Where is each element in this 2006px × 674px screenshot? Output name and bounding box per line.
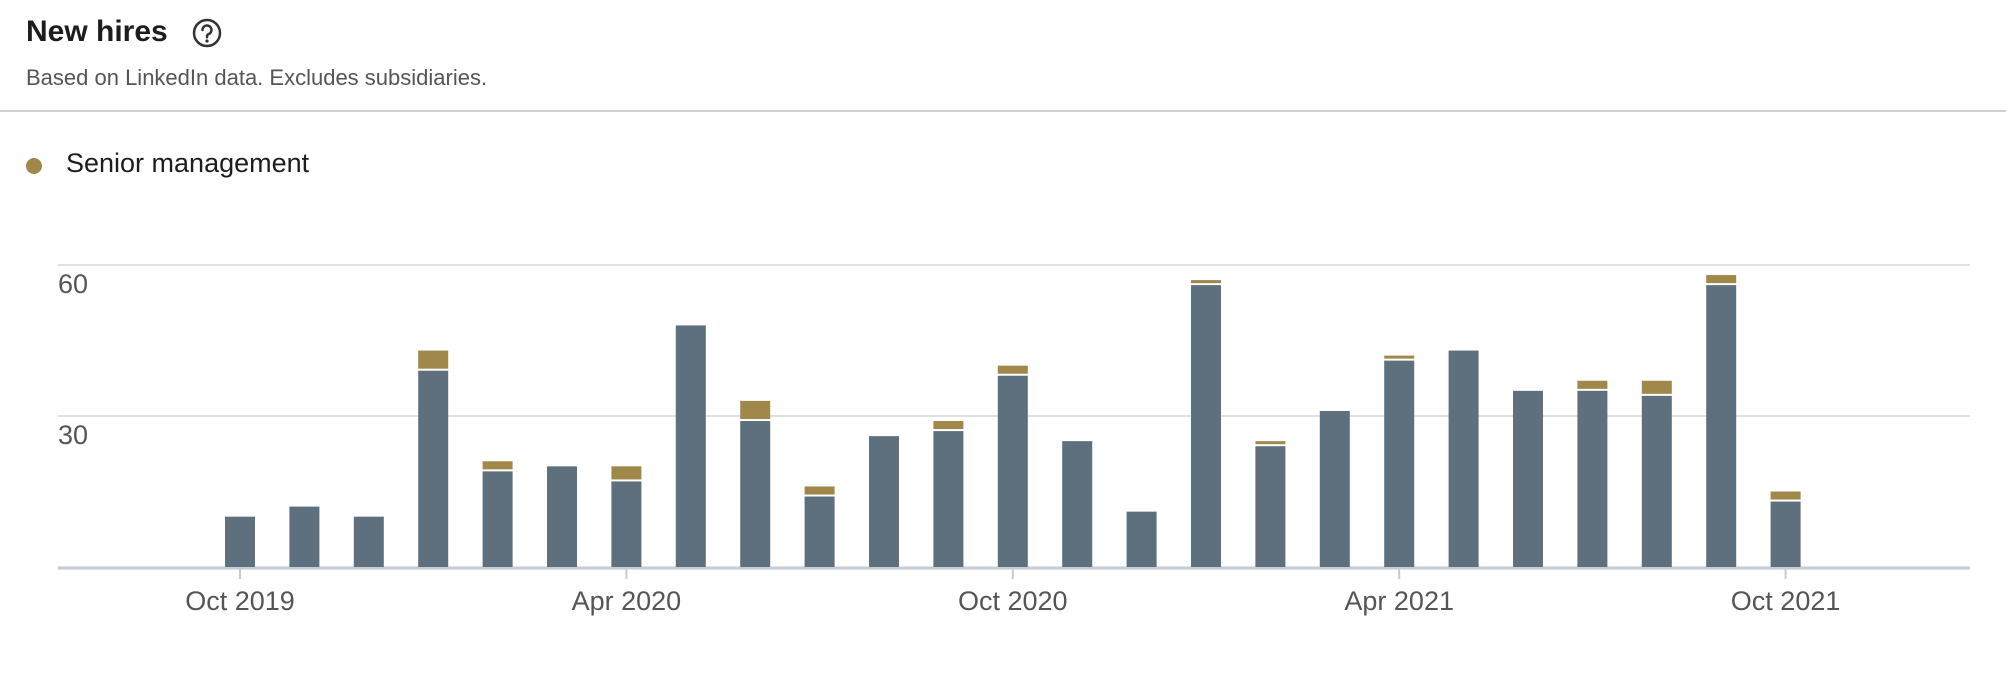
legend-swatch (26, 158, 42, 174)
bar (1448, 350, 1479, 567)
bar (1384, 355, 1415, 359)
chart-subtitle: Based on LinkedIn data. Excludes subsidi… (26, 65, 487, 90)
bar (997, 365, 1028, 374)
bar (1126, 511, 1157, 567)
bar (611, 466, 642, 480)
y-tick-label: 60 (58, 269, 88, 299)
bar (1770, 491, 1801, 500)
bar (289, 506, 320, 567)
x-tick-label: Oct 2020 (958, 586, 1068, 616)
x-tick-label: Apr 2021 (1344, 586, 1454, 616)
x-tick-label: Apr 2020 (572, 586, 682, 616)
bar (1577, 380, 1608, 389)
legend-label: Senior management (66, 148, 310, 178)
bar (804, 496, 835, 567)
bar (1770, 501, 1801, 567)
bar (1641, 380, 1672, 394)
bar (1255, 446, 1286, 567)
y-tick-label: 30 (58, 420, 88, 450)
bar (1191, 285, 1221, 567)
bar (611, 481, 642, 567)
bar (1062, 441, 1093, 567)
bar (997, 375, 1028, 567)
bar (1255, 441, 1286, 445)
x-tick-label: Oct 2021 (1731, 586, 1841, 616)
bar (869, 436, 899, 567)
bar (1641, 395, 1672, 567)
bar (482, 471, 513, 567)
legend: Senior management (26, 148, 310, 178)
bar (933, 431, 964, 567)
bar (740, 421, 771, 567)
bar (547, 466, 577, 567)
bar (1384, 360, 1415, 567)
bar (1706, 285, 1737, 567)
chart-title: New hires (26, 15, 168, 48)
bar (1191, 280, 1221, 284)
bar (418, 350, 449, 369)
bar (804, 486, 835, 495)
bar (418, 370, 449, 567)
bar (933, 421, 964, 430)
bar (225, 516, 255, 567)
x-tick-label: Oct 2019 (185, 586, 295, 616)
bar (482, 461, 513, 470)
help-icon[interactable] (192, 18, 222, 48)
bar (1513, 390, 1543, 567)
bar (675, 325, 706, 567)
bar (1577, 390, 1608, 567)
bar (740, 400, 771, 420)
bar (1319, 410, 1350, 567)
bar (1706, 275, 1737, 284)
bar (353, 516, 384, 567)
